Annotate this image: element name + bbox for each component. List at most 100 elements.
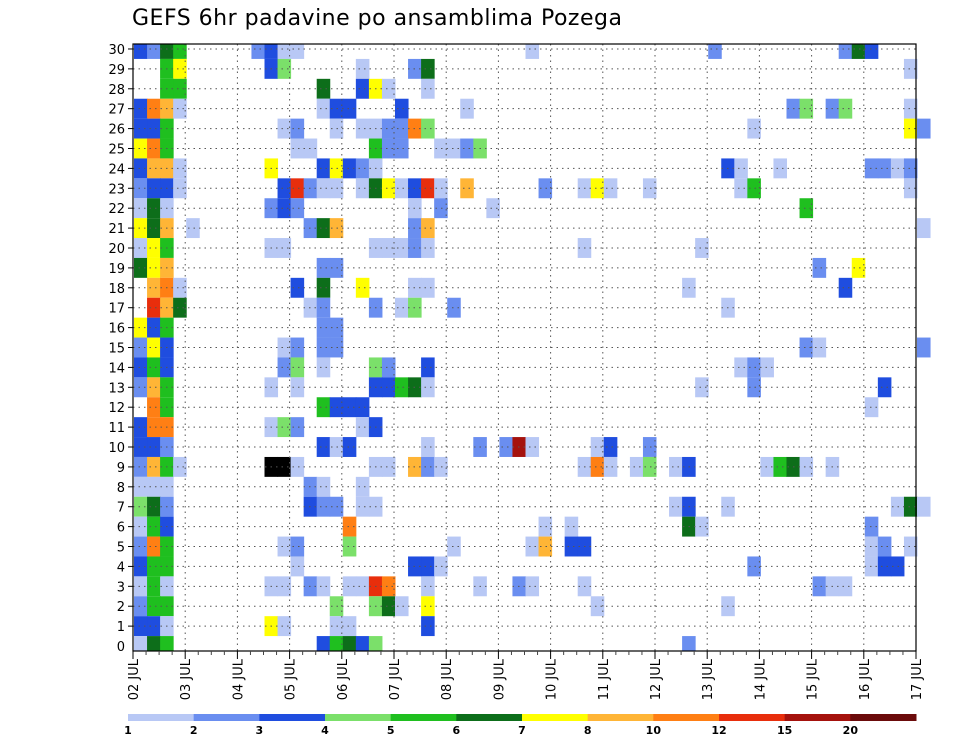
heatmap-cell — [134, 456, 148, 477]
x-tick-label: 06 JUL — [336, 658, 351, 700]
heatmap-cell — [838, 44, 853, 59]
heatmap-cell — [277, 417, 292, 438]
heatmap-cell — [355, 178, 370, 199]
heatmap-cell — [747, 178, 761, 199]
heatmap-cell — [603, 178, 618, 199]
y-tick-label: 24 — [108, 162, 125, 177]
heatmap-cell — [147, 377, 161, 398]
heatmap-cell — [460, 98, 474, 119]
heatmap-cell — [421, 58, 435, 79]
heatmap-cell — [434, 138, 448, 159]
heatmap-cell — [525, 44, 540, 59]
heatmap-cell — [603, 437, 618, 457]
y-tick-label: 22 — [108, 202, 125, 217]
heatmap-cell — [134, 536, 148, 557]
heatmap-cell — [147, 576, 161, 597]
heatmap-cell — [277, 178, 292, 199]
x-tick-label: 02 JUL — [127, 658, 142, 700]
heatmap-cell — [381, 238, 396, 258]
heatmap-cell — [421, 178, 435, 199]
y-tick-label: 8 — [117, 481, 125, 496]
heatmap-cell — [316, 337, 331, 358]
heatmap-cell — [395, 138, 409, 159]
heatmap-cell — [316, 277, 331, 298]
heatmap-cell — [421, 576, 435, 597]
heatmap-cell — [147, 44, 161, 59]
heatmap-cell — [877, 377, 892, 398]
heatmap-cell — [290, 198, 305, 219]
heatmap-cell — [134, 158, 148, 179]
heatmap-cell — [173, 44, 187, 59]
heatmap-cell — [708, 44, 722, 59]
heatmap-cell — [395, 596, 409, 617]
heatmap-cell — [421, 357, 435, 378]
heatmap-cell — [277, 44, 292, 59]
heatmap-cell — [134, 218, 148, 239]
heatmap-cell — [669, 456, 683, 477]
heatmap-cell — [251, 44, 265, 59]
heatmap-cell — [147, 496, 161, 517]
heatmap-cell — [903, 118, 918, 139]
heatmap-cell — [773, 158, 787, 179]
heatmap-cell — [147, 337, 161, 358]
heatmap-cell — [812, 576, 827, 597]
heatmap-cell — [277, 337, 292, 358]
y-tick-label: 27 — [108, 103, 125, 118]
heatmap-cell — [447, 536, 461, 557]
heatmap-cell — [381, 576, 396, 597]
heatmap-cell — [186, 218, 200, 239]
heatmap-cell — [147, 277, 161, 298]
y-tick-label: 19 — [108, 262, 125, 277]
heatmap-cell — [290, 377, 305, 398]
heatmap-cell — [290, 456, 305, 477]
x-tick-label: 04 JUL — [231, 658, 246, 700]
heatmap-cell — [838, 98, 853, 119]
x-tick-label: 14 JUL — [753, 658, 768, 700]
heatmap-cell — [316, 257, 331, 278]
heatmap-cell — [290, 138, 305, 159]
heatmap-cell — [381, 138, 396, 159]
heatmap-cell — [342, 536, 357, 557]
heatmap-cell — [329, 636, 344, 651]
heatmap-cell — [134, 198, 148, 219]
heatmap-cell — [134, 377, 148, 398]
heatmap-cell — [760, 357, 774, 378]
heatmap-cell — [434, 198, 448, 219]
colorbar-label: 6 — [453, 724, 461, 737]
heatmap-cell — [642, 456, 657, 477]
heatmap-cell — [134, 417, 148, 438]
heatmap-cell — [525, 437, 540, 457]
heatmap-cell — [173, 158, 187, 179]
heatmap-cell — [421, 437, 435, 457]
heatmap-cell — [734, 158, 748, 179]
heatmap-cell — [147, 357, 161, 378]
y-tick-label: 2 — [117, 600, 125, 615]
heatmap-cell — [434, 456, 448, 477]
heatmap-cell — [642, 437, 657, 457]
heatmap-cell — [590, 456, 605, 477]
heatmap-cell — [134, 138, 148, 159]
heatmap-cell — [642, 178, 657, 199]
heatmap-cell — [747, 556, 761, 577]
heatmap-cell — [629, 456, 644, 477]
heatmap-cell — [695, 238, 709, 258]
heatmap-cell — [277, 576, 292, 597]
heatmap-cell — [355, 496, 370, 517]
heatmap-cell — [147, 456, 161, 477]
y-tick-label: 4 — [117, 560, 125, 575]
heatmap-cell — [447, 138, 461, 159]
y-tick-label: 13 — [108, 381, 125, 396]
heatmap-cell — [877, 556, 892, 577]
colorbar-label: 15 — [777, 724, 792, 737]
heatmap-cell — [277, 198, 292, 219]
heatmap-cell — [355, 636, 370, 651]
heatmap-cell — [381, 596, 396, 617]
y-tick-label: 17 — [108, 302, 125, 317]
heatmap-cell — [864, 44, 879, 59]
y-tick-label: 21 — [108, 222, 125, 237]
heatmap-cell — [695, 516, 709, 537]
heatmap-cell — [421, 616, 435, 637]
heatmap-cell — [669, 496, 683, 517]
heatmap-cell — [316, 496, 331, 517]
heatmap-cell — [812, 337, 827, 358]
